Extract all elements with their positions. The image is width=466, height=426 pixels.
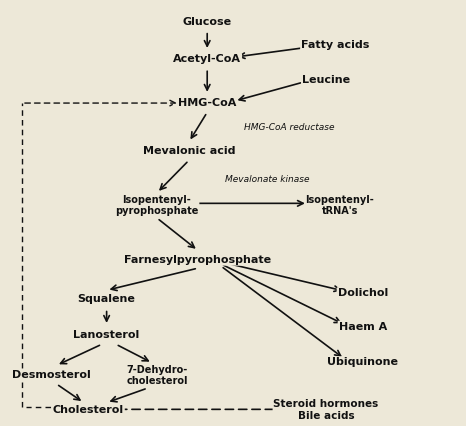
Text: Acetyl-CoA: Acetyl-CoA xyxy=(173,54,241,64)
Text: Mevalonic acid: Mevalonic acid xyxy=(143,146,235,156)
Text: Isopentenyl-
pyrophosphate: Isopentenyl- pyrophosphate xyxy=(115,195,199,216)
Text: Desmosterol: Desmosterol xyxy=(13,370,91,380)
Text: 7-Dehydro-
cholesterol: 7-Dehydro- cholesterol xyxy=(126,365,188,386)
Text: HMG-CoA: HMG-CoA xyxy=(178,98,236,108)
Text: Dolichol: Dolichol xyxy=(337,288,388,298)
Text: Haem A: Haem A xyxy=(338,322,387,331)
Text: Mevalonate kinase: Mevalonate kinase xyxy=(226,175,310,184)
Text: Fatty acids: Fatty acids xyxy=(301,40,370,49)
Text: Squalene: Squalene xyxy=(78,294,136,305)
Text: Glucose: Glucose xyxy=(183,17,232,26)
Text: HMG-CoA reductase: HMG-CoA reductase xyxy=(244,123,334,132)
Text: Cholesterol: Cholesterol xyxy=(53,405,124,415)
Text: Ubiquinone: Ubiquinone xyxy=(327,357,398,367)
Text: Steroid hormones
Bile acids: Steroid hormones Bile acids xyxy=(274,400,379,421)
Text: Leucine: Leucine xyxy=(302,75,350,85)
Text: Lanosterol: Lanosterol xyxy=(74,330,140,340)
Text: Isopentenyl-
tRNA's: Isopentenyl- tRNA's xyxy=(305,195,374,216)
Text: Farnesylpyrophosphate: Farnesylpyrophosphate xyxy=(124,255,272,265)
